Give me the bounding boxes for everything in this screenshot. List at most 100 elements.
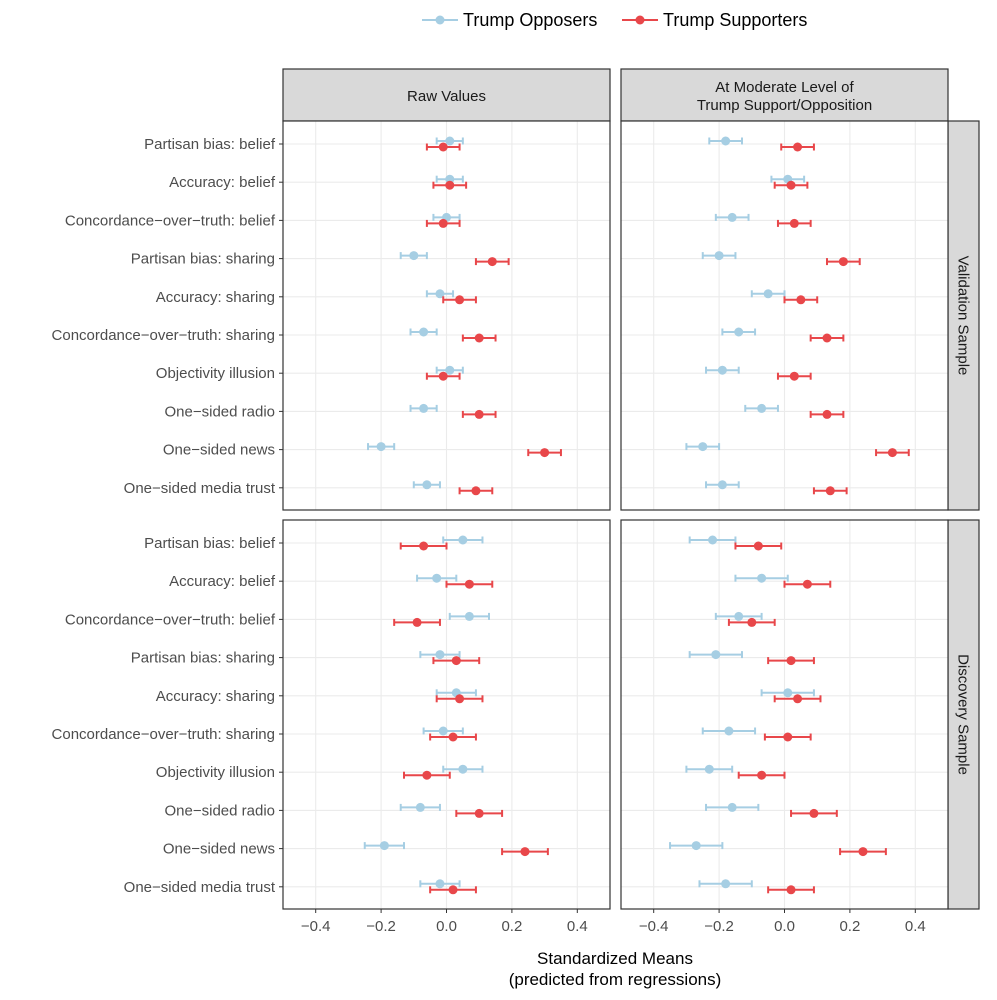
supporters-point bbox=[448, 885, 458, 895]
x-tick-label: 0.2 bbox=[501, 918, 522, 935]
opposers-point bbox=[727, 212, 737, 222]
opposers-point bbox=[711, 650, 721, 660]
supporters-point bbox=[474, 333, 484, 343]
supporters-point bbox=[783, 732, 793, 742]
opposers-point bbox=[704, 764, 714, 774]
supporters-point bbox=[487, 257, 497, 267]
supporters-point bbox=[786, 180, 796, 190]
opposers-point bbox=[714, 251, 724, 261]
y-tick-label: One−sided radio bbox=[165, 403, 276, 420]
y-tick-label: One−sided news bbox=[163, 841, 275, 858]
supporters-point bbox=[753, 541, 763, 551]
strip-col-0-bg bbox=[282, 68, 611, 122]
opposers-point bbox=[721, 136, 731, 146]
x-tick-label: −0.2 bbox=[704, 918, 734, 935]
supporters-point bbox=[796, 295, 806, 305]
legend-supporters-label: Trump Supporters bbox=[663, 10, 807, 30]
supporters-point bbox=[809, 808, 819, 818]
y-tick-label: Objectivity illusion bbox=[156, 764, 275, 781]
x-axis-title-line1: Standardized Means bbox=[537, 949, 693, 968]
strip-col-1: At Moderate Level of Trump Support/Oppos… bbox=[620, 68, 949, 122]
strip-row-0: Validation Sample bbox=[947, 120, 980, 511]
opposers-point bbox=[458, 535, 468, 545]
supporters-point bbox=[786, 885, 796, 895]
y-tick-label: Partisan bias: belief bbox=[144, 136, 276, 153]
supporters-point bbox=[438, 142, 448, 152]
y-tick-label: Accuracy: sharing bbox=[156, 688, 275, 705]
x-axis-title-line2: (predicted from regressions) bbox=[509, 970, 722, 989]
opposers-point bbox=[717, 480, 727, 490]
opposers-point bbox=[691, 841, 701, 851]
strip-col-1-bg bbox=[620, 68, 949, 122]
strip-row-1: Discovery Sample bbox=[947, 519, 980, 910]
y-tick-label: Accuracy: sharing bbox=[156, 289, 275, 306]
supporters-point bbox=[412, 617, 422, 627]
supporters-point bbox=[419, 541, 429, 551]
x-axis-ticks-left: −0.4 −0.2 0.0 0.2 0.4 bbox=[301, 909, 588, 935]
supporters-point bbox=[838, 257, 848, 267]
legend-item-supporters: Trump Supporters bbox=[622, 10, 807, 30]
opposers-point bbox=[419, 327, 429, 337]
supporters-point bbox=[438, 218, 448, 228]
opposers-point bbox=[435, 650, 445, 660]
opposers-point bbox=[721, 879, 731, 889]
opposers-point bbox=[422, 480, 432, 490]
opposers-point bbox=[445, 365, 455, 375]
y-tick-label: Accuracy: belief bbox=[169, 573, 276, 590]
supporters-point bbox=[789, 218, 799, 228]
x-axis-ticks-right: −0.4 −0.2 0.0 0.2 0.4 bbox=[639, 909, 926, 935]
opposers-point bbox=[734, 327, 744, 337]
opposers-point bbox=[757, 573, 767, 583]
opposers-point bbox=[435, 879, 445, 889]
y-tick-label: One−sided news bbox=[163, 442, 275, 459]
supporters-point bbox=[455, 694, 465, 704]
supporters-point bbox=[822, 333, 832, 343]
y-tick-label: Partisan bias: sharing bbox=[131, 251, 275, 268]
y-tick-label: Concordance−over−truth: sharing bbox=[52, 726, 275, 743]
x-tick-label: 0.4 bbox=[905, 918, 926, 935]
opposers-point bbox=[757, 403, 767, 413]
opposers-point bbox=[724, 726, 734, 736]
supporters-point bbox=[858, 847, 868, 857]
strip-col-0-label: Raw Values bbox=[407, 88, 486, 105]
legend-opposers-dot bbox=[435, 15, 445, 25]
strip-col-1-label-line2: Trump Support/Opposition bbox=[697, 97, 872, 114]
supporters-point bbox=[471, 486, 481, 496]
strip-col-0: Raw Values bbox=[282, 68, 611, 122]
supporters-point bbox=[474, 409, 484, 419]
legend: Trump Opposers Trump Supporters bbox=[422, 10, 807, 30]
panel-moderate-validation bbox=[620, 120, 949, 511]
opposers-point bbox=[783, 688, 793, 698]
y-tick-label: One−sided media trust bbox=[124, 480, 276, 497]
supporters-point bbox=[464, 579, 474, 589]
x-tick-label: 0.0 bbox=[774, 918, 795, 935]
opposers-point bbox=[734, 611, 744, 621]
opposers-point bbox=[435, 289, 445, 299]
panel-border bbox=[282, 120, 611, 511]
y-axis-labels-bottom: Partisan bias: belief Accuracy: belief Con… bbox=[52, 535, 283, 896]
x-tick-label: −0.2 bbox=[366, 918, 396, 935]
x-tick-label: −0.4 bbox=[301, 918, 331, 935]
supporters-point bbox=[822, 409, 832, 419]
supporters-point bbox=[757, 770, 767, 780]
opposers-point bbox=[379, 841, 389, 851]
opposers-point bbox=[717, 365, 727, 375]
y-tick-label: Concordance−over−truth: sharing bbox=[52, 327, 275, 344]
opposers-point bbox=[409, 251, 419, 261]
panel-raw-discovery bbox=[282, 519, 611, 910]
opposers-point bbox=[458, 764, 468, 774]
opposers-point bbox=[708, 535, 718, 545]
x-tick-label: −0.4 bbox=[639, 918, 669, 935]
y-tick-label: Concordance−over−truth: belief bbox=[65, 611, 276, 628]
opposers-point bbox=[438, 726, 448, 736]
y-tick-label: One−sided media trust bbox=[124, 879, 276, 896]
opposers-point bbox=[376, 442, 386, 452]
supporters-point bbox=[540, 448, 550, 458]
legend-item-opposers: Trump Opposers bbox=[422, 10, 597, 30]
supporters-point bbox=[455, 295, 465, 305]
supporters-point bbox=[802, 579, 812, 589]
panel-raw-validation bbox=[282, 120, 611, 511]
supporters-point bbox=[474, 808, 484, 818]
supporters-point bbox=[793, 694, 803, 704]
